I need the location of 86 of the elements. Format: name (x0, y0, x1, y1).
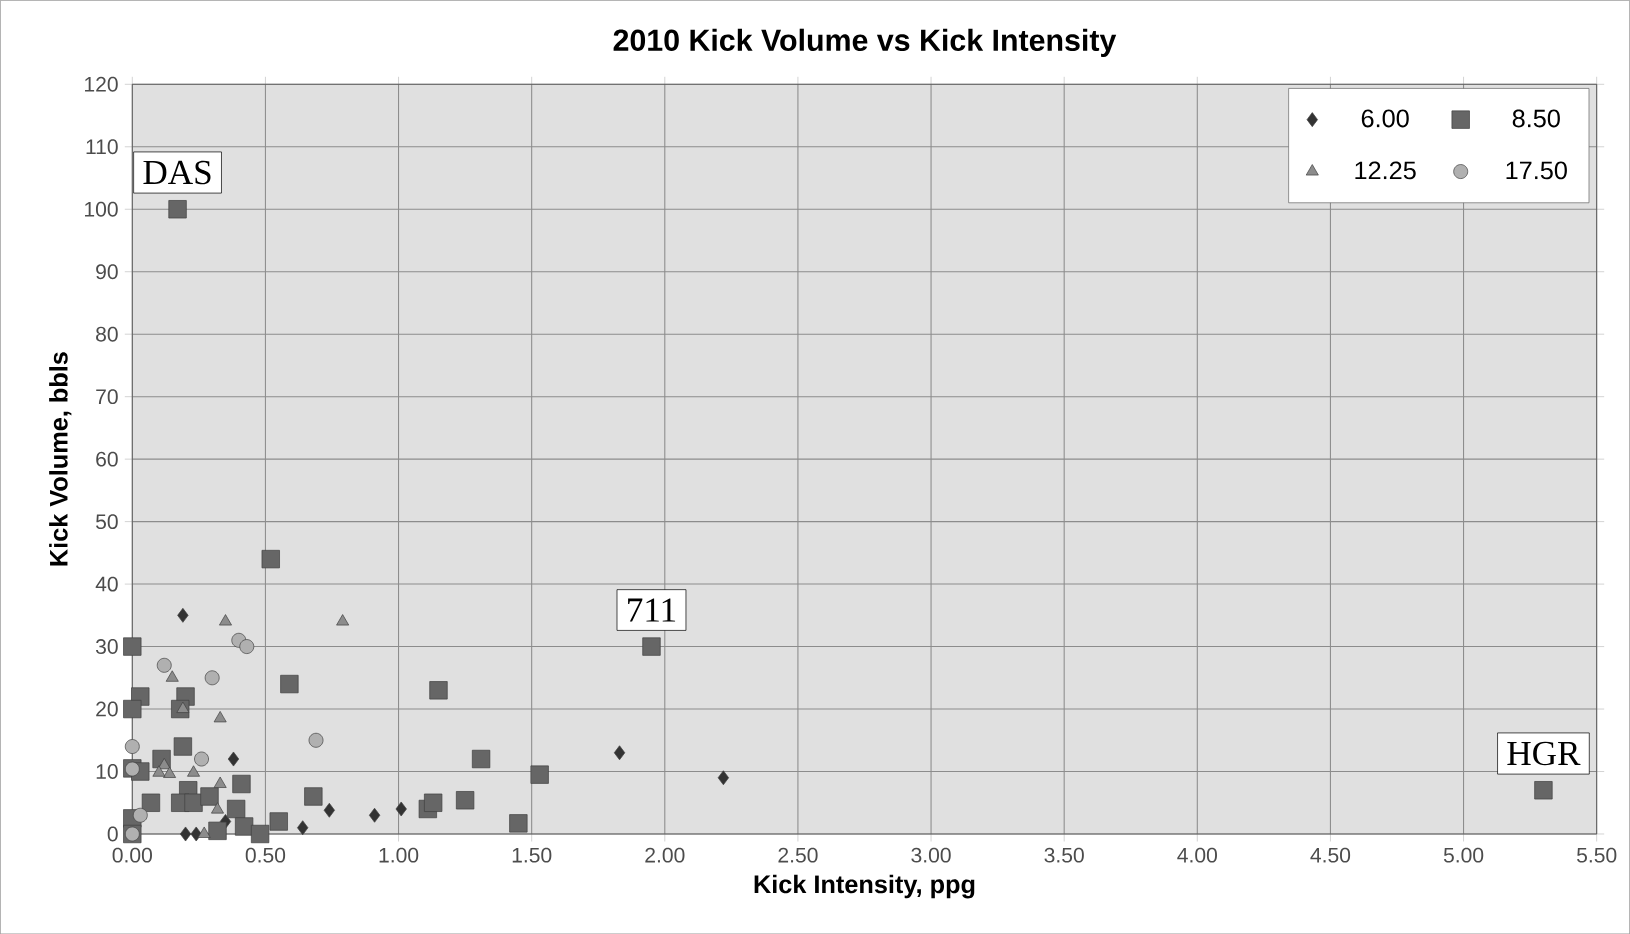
y-tick-label: 40 (95, 576, 118, 592)
x-tick-label: 2.50 (778, 847, 818, 863)
point (250, 824, 270, 843)
y-tick-label: 60 (96, 451, 118, 467)
point (1534, 780, 1553, 800)
point (227, 751, 240, 767)
x-tick-label: 3.50 (1044, 847, 1084, 863)
point (141, 793, 161, 812)
legend-label: 6.00 (1361, 109, 1409, 128)
point (261, 549, 280, 569)
point (168, 199, 187, 219)
point (219, 614, 232, 626)
point (208, 821, 227, 840)
point (152, 765, 166, 777)
point (204, 670, 220, 686)
annotation: DAS (143, 160, 211, 185)
point (429, 681, 448, 700)
point (424, 793, 443, 812)
point (211, 802, 224, 814)
point (123, 699, 142, 719)
legend-label: 17.50 (1506, 161, 1567, 180)
x-tick-label: 2.00 (645, 847, 685, 863)
y-tick-label: 10 (96, 763, 118, 779)
point (213, 710, 227, 723)
point (227, 799, 246, 818)
point (132, 807, 148, 823)
point (213, 776, 227, 788)
x-tick-label: 4.50 (1310, 847, 1351, 863)
point (613, 745, 626, 761)
y-tick-label: 80 (96, 326, 118, 342)
y-axis-title: Kick Volume, bbls (49, 352, 72, 566)
chart-title: 2010 Kick Volume vs Kick Intensity (613, 28, 1117, 57)
point (471, 749, 491, 769)
point (323, 802, 335, 818)
point (184, 793, 203, 812)
y-tick-label: 50 (96, 514, 118, 529)
x-tick-label: 3.00 (911, 847, 951, 863)
point (336, 614, 350, 626)
point (304, 787, 323, 806)
point (194, 751, 209, 767)
point (177, 607, 189, 623)
point (368, 807, 381, 823)
annotation: 711 (628, 598, 676, 622)
y-tick-label: 70 (96, 389, 118, 404)
x-tick-label: 0.50 (245, 847, 286, 863)
x-tick-label: 5.50 (1577, 847, 1617, 863)
x-tick-label: 4.00 (1177, 847, 1217, 863)
point (642, 637, 661, 656)
point (239, 639, 255, 654)
point (165, 670, 179, 682)
point (176, 701, 190, 713)
point (308, 732, 324, 748)
point (173, 737, 193, 756)
point (232, 774, 251, 793)
x-axis-title: Kick Intensity, ppg (754, 874, 975, 899)
point (280, 674, 299, 694)
point (269, 812, 288, 831)
point (163, 766, 177, 778)
point (187, 765, 200, 777)
annotation: HGR (1507, 741, 1581, 766)
x-tick-label: 1.00 (379, 847, 419, 863)
point (156, 657, 172, 673)
point (509, 814, 528, 833)
point (123, 637, 142, 656)
point (200, 787, 219, 806)
x-tick-label: 1.50 (512, 847, 552, 863)
legend-label: 8.50 (1512, 109, 1560, 128)
y-tick-label: 20 (96, 701, 118, 717)
y-tick-label: 90 (96, 264, 118, 280)
y-tick-label: 110 (86, 139, 118, 155)
y-tick-label: 30 (95, 638, 118, 654)
point (395, 801, 407, 817)
point (234, 817, 254, 836)
y-tick-label: 0 (107, 826, 118, 842)
point (197, 826, 211, 838)
point (717, 770, 729, 785)
point (124, 739, 140, 754)
point (179, 826, 192, 842)
y-tick-label: 100 (85, 201, 118, 217)
y-tick-label: 120 (85, 76, 118, 92)
x-tick-label: 5.00 (1443, 847, 1484, 863)
point (455, 790, 475, 810)
point (530, 765, 549, 784)
legend-label: 12.25 (1355, 161, 1416, 180)
point (297, 820, 309, 835)
x-tick-label: 0.00 (112, 847, 152, 863)
